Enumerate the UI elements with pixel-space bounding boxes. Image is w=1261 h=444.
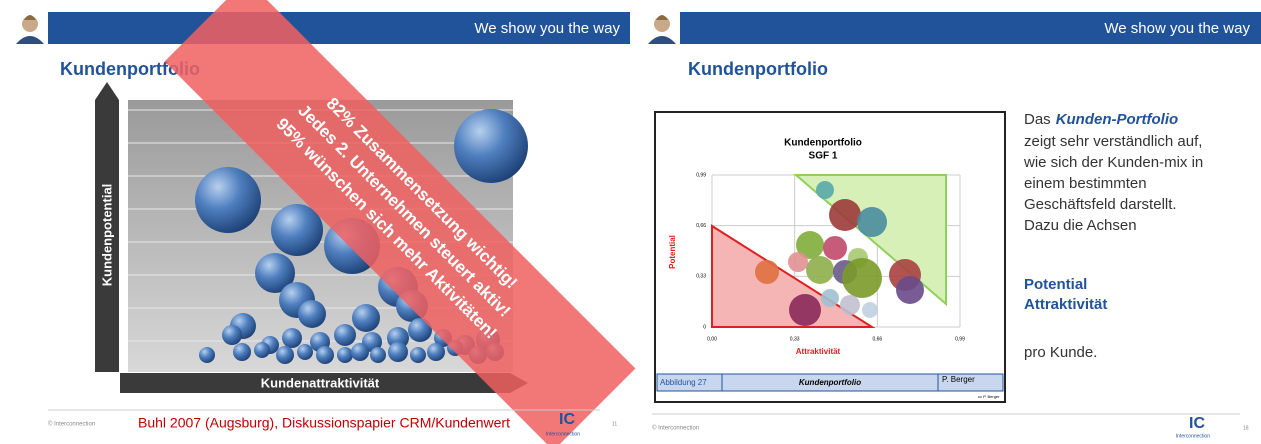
footer: © Interconnection <box>652 425 699 432</box>
header-bar <box>680 12 1261 44</box>
left-slide: We show you the way Kundenportfolio Kund… <box>16 0 636 444</box>
bubble <box>857 207 887 237</box>
presenter-icon <box>648 15 676 44</box>
bubble <box>199 347 215 363</box>
body-lines: zeigt sehr verständlich auf, wie sich der… <box>1023 133 1203 234</box>
body-line: Dazu die Achsen <box>1024 217 1137 234</box>
caption: P. Berger <box>942 375 975 384</box>
bubble <box>806 256 834 284</box>
axis-term: Attraktivität <box>1024 296 1107 313</box>
y-arrow <box>95 82 119 372</box>
bubble <box>829 199 861 231</box>
caption: Kundenportfolio <box>799 378 861 387</box>
bubble <box>388 342 408 362</box>
bubble <box>788 252 808 272</box>
x-tick-label: 0,66 <box>872 336 882 342</box>
bubble <box>334 324 356 346</box>
axis-term: Potential <box>1024 276 1087 293</box>
body-line: einem bestimmten <box>1024 175 1147 192</box>
header-text: We show you the way <box>474 20 620 37</box>
banner-band <box>164 0 636 444</box>
body-line: wie sich der Kunden-mix in <box>1023 154 1203 171</box>
logo: IC <box>1189 415 1205 432</box>
body-lead: Das Kunden-Portfolio <box>1024 111 1178 128</box>
bubble <box>271 204 323 256</box>
bubble <box>255 253 295 293</box>
bubble <box>352 304 380 332</box>
bubble <box>276 346 294 364</box>
bubble <box>821 289 839 307</box>
bubble <box>796 231 824 259</box>
bubble <box>370 347 386 363</box>
bubble <box>410 347 426 363</box>
y-axis-label: Kundenpotential <box>99 184 114 287</box>
bubble <box>387 327 409 349</box>
bubble <box>233 343 251 361</box>
slide-title: Kundenportfolio <box>60 59 200 79</box>
bubble <box>351 343 369 361</box>
bubble <box>222 325 242 345</box>
bubble <box>316 346 334 364</box>
lead: Das <box>1024 111 1051 128</box>
logo-sub: Interconnection <box>1176 433 1210 439</box>
bubble <box>816 181 834 199</box>
body-line: Geschäftsfeld darstellt. <box>1024 196 1177 213</box>
chart-title: Kundenportfolio <box>784 138 862 149</box>
body-closing: pro Kunde. <box>1024 344 1097 361</box>
logo: IC <box>559 411 575 428</box>
slide-title: Kundenportfolio <box>688 59 828 79</box>
presenter-icon <box>16 15 44 44</box>
caption-bar <box>656 373 1004 392</box>
citation: Buhl 2007 (Augsburg), Diskussionspapier … <box>138 415 510 431</box>
y-tick-label: 0,66 <box>696 223 706 229</box>
right-slide: We show you the way Kundenportfolio Kund… <box>648 12 1261 439</box>
y-axis-label: Potential <box>668 235 677 269</box>
x-axis-label: Attraktivität <box>796 347 841 356</box>
emphasis: Kunden-Portfolio <box>1056 111 1178 128</box>
bubble <box>195 167 261 233</box>
bubble <box>755 260 779 284</box>
bubble <box>789 294 821 326</box>
x-axis-label: Kundenattraktivität <box>261 375 380 390</box>
header-text: We show you the way <box>1104 20 1250 37</box>
page-number: 18 <box>1243 425 1249 431</box>
logo-sub: Interconnection <box>546 431 580 437</box>
credit: cc P. Berger <box>978 394 1000 399</box>
x-tick-label: 0,99 <box>955 336 965 342</box>
bubble <box>427 343 445 361</box>
y-tick-label: 0,33 <box>696 274 706 280</box>
chart-subtitle: SGF 1 <box>809 151 838 162</box>
bubble <box>454 109 528 183</box>
bubble <box>282 328 302 348</box>
footer: © Interconnection <box>48 421 95 428</box>
bubble <box>408 318 432 342</box>
bubbles <box>755 181 924 326</box>
caption: Abbildung 27 <box>660 378 707 387</box>
bubble <box>862 302 878 318</box>
bubble <box>298 300 326 328</box>
body-line: zeigt sehr verständlich auf, <box>1024 133 1202 150</box>
y-tick-label: 0,99 <box>696 172 706 178</box>
bubble <box>842 258 882 298</box>
x-tick-label: 0,33 <box>790 336 800 342</box>
bubble <box>337 347 353 363</box>
header-bar <box>48 12 630 44</box>
x-tick-label: 0,00 <box>707 336 717 342</box>
bubble <box>823 236 847 260</box>
bubble <box>254 342 270 358</box>
bubble <box>896 276 924 304</box>
bubble <box>840 295 860 315</box>
x-arrow <box>120 373 528 393</box>
page-number: 11 <box>612 421 617 427</box>
bubble <box>297 344 313 360</box>
y-tick-label: 0 <box>703 324 706 330</box>
